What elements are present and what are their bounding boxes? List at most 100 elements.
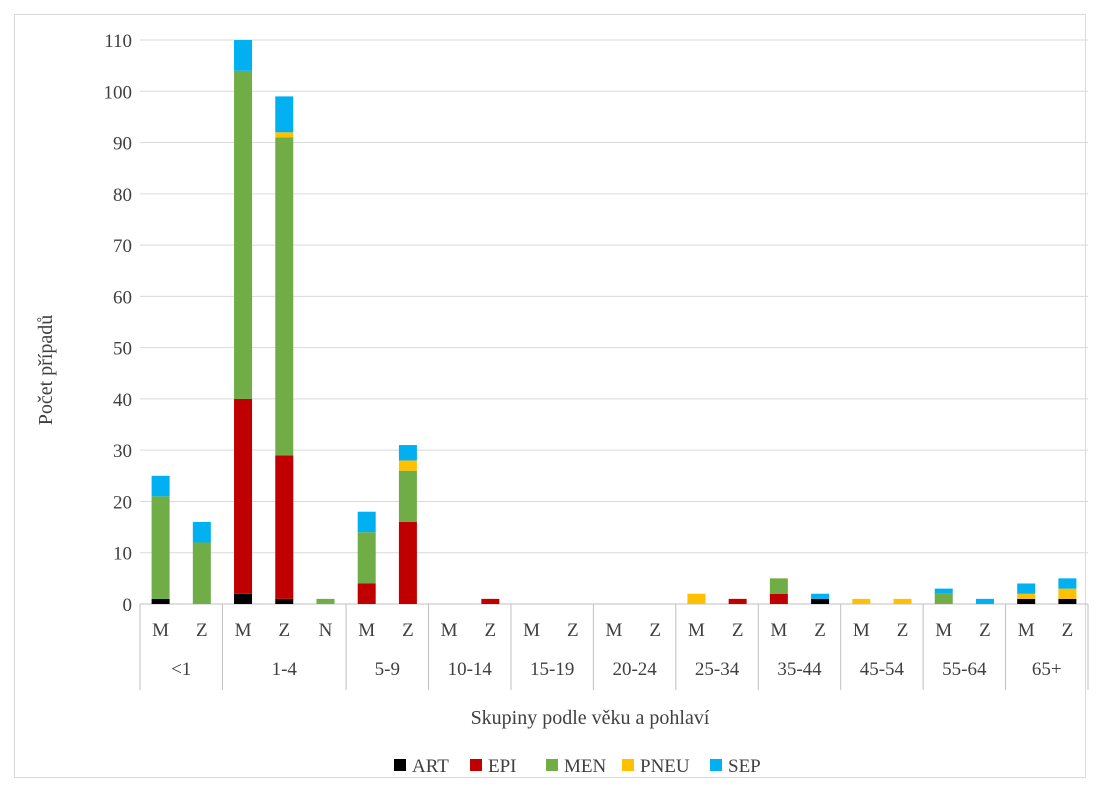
x-tick-label-age-group: 45-54	[860, 659, 905, 680]
legend-label: ART	[412, 756, 449, 777]
y-tick-label: 70	[113, 236, 132, 257]
y-tick-label: 100	[104, 82, 133, 103]
x-tick-label-sex: Z	[567, 620, 579, 641]
legend-label: SEP	[728, 756, 761, 777]
x-tick-label-sex: M	[688, 620, 705, 641]
x-tick-label-sex: M	[935, 620, 952, 641]
bar-segment-art	[151, 598, 170, 604]
x-tick-label-age-group: 65+	[1032, 659, 1062, 680]
y-tick-label: 60	[113, 287, 132, 308]
legend-label: EPI	[488, 756, 517, 777]
bar-segment-sep	[151, 475, 170, 497]
x-tick-label-sex: N	[319, 620, 333, 641]
bar-segment-art	[1017, 598, 1036, 604]
bar-segment-men	[316, 598, 335, 604]
y-tick-label: 80	[113, 185, 132, 206]
bar-segment-sep	[234, 40, 253, 71]
x-tick-label-sex: Z	[814, 620, 826, 641]
bar-segment-epi	[728, 598, 747, 604]
x-tick-label-sex: M	[441, 620, 458, 641]
x-tick-label-age-group: 25-34	[695, 659, 740, 680]
legend-swatch-men	[546, 759, 558, 771]
bar-segment-epi	[481, 598, 500, 604]
x-tick-label-sex: Z	[402, 620, 414, 641]
x-tick-label-sex: Z	[732, 620, 744, 641]
x-tick-label-age-group: 5-9	[375, 659, 400, 680]
y-tick-label: 90	[113, 134, 132, 155]
bar-segment-sep	[1058, 578, 1077, 589]
bar-segment-pneu	[893, 598, 912, 604]
y-tick-label: 40	[113, 390, 132, 411]
y-tick-label: 110	[104, 31, 132, 52]
y-tick-label: 20	[113, 492, 132, 513]
bar-segment-epi	[398, 521, 417, 604]
y-axis-label: Počet případů	[35, 315, 57, 426]
x-tick-label-sex: Z	[979, 620, 991, 641]
x-tick-label-sex: M	[606, 620, 623, 641]
y-tick-label: 30	[113, 441, 132, 462]
legend-swatch-epi	[470, 759, 482, 771]
bar-segment-art	[234, 593, 253, 604]
x-tick-label-sex: M	[770, 620, 787, 641]
x-tick-label-age-group: <1	[171, 659, 191, 680]
x-tick-label-sex: M	[358, 620, 375, 641]
x-tick-label-sex: Z	[897, 620, 909, 641]
legend-label: PNEU	[640, 756, 690, 777]
bar-segment-men	[769, 578, 788, 594]
x-axis-label: Skupiny podle věku a pohlaví	[471, 707, 710, 729]
bar-segment-pneu	[852, 598, 871, 604]
bar-segment-sep	[275, 96, 294, 133]
legend: ART EPI MEN PNEU SEP	[394, 756, 761, 777]
bar-segment-sep	[1017, 583, 1036, 594]
bar-segment-men	[934, 593, 953, 604]
legend-label: MEN	[564, 756, 607, 777]
bar-segment-men	[192, 542, 211, 604]
bar-segment-men	[234, 70, 253, 399]
x-tick-label-sex: M	[235, 620, 252, 641]
x-tick-label-sex: Z	[278, 620, 290, 641]
chart-frame	[14, 14, 1086, 778]
x-tick-label-sex: M	[1018, 620, 1035, 641]
bar-segment-sep	[975, 598, 994, 604]
bar-segment-sep	[811, 593, 830, 599]
x-tick-label-age-group: 15-19	[530, 659, 574, 680]
bar-segment-pneu	[398, 460, 417, 471]
bar-segment-sep	[357, 511, 376, 533]
bar-segment-pneu	[687, 593, 706, 604]
x-tick-label-age-group: 55-64	[942, 659, 987, 680]
legend-swatch-pneu	[622, 759, 634, 771]
bar-segment-epi	[769, 593, 788, 604]
bar-segment-men	[275, 137, 294, 456]
bar-segment-men	[357, 532, 376, 584]
bar-segment-epi	[275, 455, 294, 599]
x-tick-label-age-group: 20-24	[612, 659, 657, 680]
bars	[151, 40, 1077, 604]
x-tick-label-age-group: 10-14	[448, 659, 493, 680]
gridlines	[140, 39, 1088, 605]
bar-segment-pneu	[275, 132, 294, 138]
x-tick-label-sex: Z	[196, 620, 208, 641]
x-tick-label-sex: M	[523, 620, 540, 641]
x-tick-label-sex: Z	[649, 620, 661, 641]
bar-segment-sep	[192, 521, 211, 543]
bar-segment-men	[398, 470, 417, 522]
legend-swatch-art	[394, 759, 406, 771]
x-tick-label-sex: M	[152, 620, 169, 641]
y-tick-label: 50	[113, 339, 132, 360]
x-tick-label-age-group: 35-44	[777, 659, 822, 680]
bar-segment-art	[1058, 598, 1077, 604]
x-tick-label-age-group: 1-4	[272, 659, 298, 680]
x-tick-label-sex: Z	[485, 620, 497, 641]
bar-segment-pneu	[1058, 588, 1077, 599]
y-tick-label: 10	[113, 544, 132, 565]
bar-segment-art	[811, 598, 830, 604]
bar-segment-art	[275, 598, 294, 604]
bar-segment-epi	[234, 398, 253, 594]
y-tick-label: 0	[123, 595, 133, 616]
x-tick-label-sex: M	[853, 620, 870, 641]
bar-segment-pneu	[1017, 593, 1036, 599]
bar-segment-sep	[934, 588, 953, 594]
x-axis: M Z<1M Z N1-4M Z5-9M Z10-14M Z15-19M Z20-24M Z25…	[139, 604, 1089, 690]
x-tick-label-sex: Z	[1062, 620, 1074, 641]
